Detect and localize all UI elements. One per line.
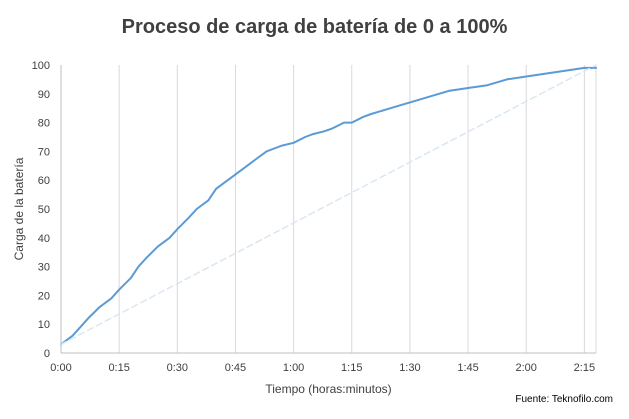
x-tick-label: 0:00 — [50, 362, 71, 374]
x-axis-title: Tiempo (horas:minutos) — [265, 382, 391, 396]
y-tick-label: 0 — [44, 348, 50, 360]
y-tick-label: 50 — [38, 204, 50, 216]
y-tick-label: 10 — [38, 319, 50, 331]
x-tick-label: 2:00 — [516, 362, 537, 374]
y-axis-title: Carga de la batería — [12, 157, 26, 260]
series — [60, 64, 597, 346]
y-tick-label: 30 — [38, 262, 50, 274]
y-tick-label: 80 — [38, 118, 50, 130]
grid — [118, 65, 597, 353]
x-tick-label: 0:15 — [108, 362, 129, 374]
x-tick-label: 0:30 — [167, 362, 188, 374]
y-tick-label: 70 — [38, 146, 50, 158]
axes — [60, 65, 596, 354]
source-note: Fuente: Teknofilo.com — [515, 394, 613, 405]
x-tick-label: 1:15 — [341, 362, 362, 374]
y-tick-label: 20 — [38, 290, 50, 302]
charge-line — [60, 66, 597, 346]
chart-title: Proceso de carga de batería de 0 a 100% — [121, 16, 508, 38]
x-tick-label: 0:45 — [225, 362, 246, 374]
x-tick-label: 1:00 — [283, 362, 304, 374]
y-tick-label: 90 — [38, 89, 50, 101]
tick-labels: 0:00 0:15 0:30 0:45 1:00 1:15 1:30 1:45 2:00 2:15… — [32, 60, 595, 374]
x-tick-label: 2:15 — [574, 362, 595, 374]
x-tick-label: 1:45 — [457, 362, 478, 374]
y-tick-label: 40 — [38, 233, 50, 245]
y-tick-label: 60 — [38, 175, 50, 187]
reference-line — [60, 64, 597, 346]
x-tick-label: 1:30 — [399, 362, 420, 374]
y-tick-label: 100 — [32, 60, 50, 72]
